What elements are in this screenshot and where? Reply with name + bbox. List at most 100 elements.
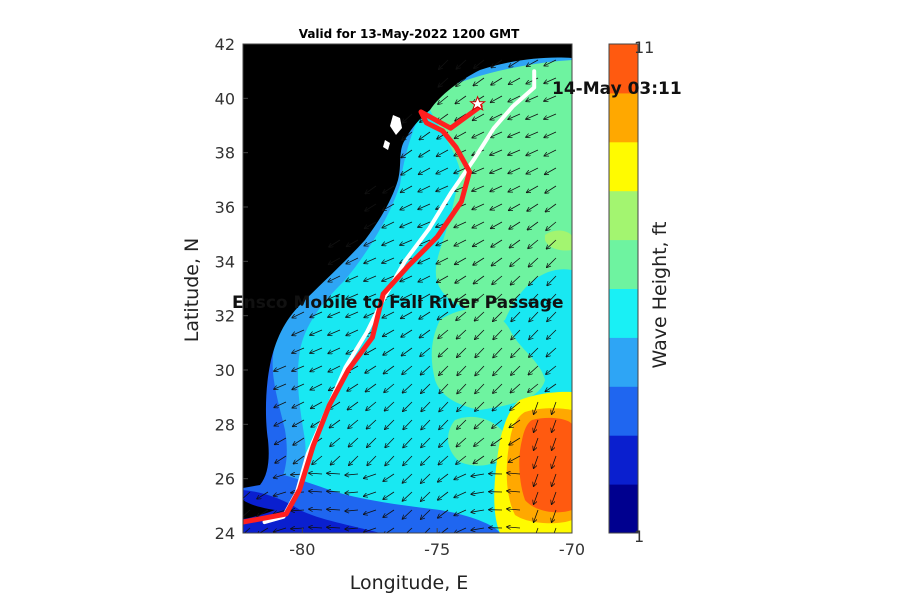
wave-arrow [544,113,557,119]
wave-arrow [507,473,521,474]
wave-arrow [403,419,413,429]
wave-arrow [310,383,323,390]
wave-arrow [419,293,431,300]
wave-arrow [490,203,503,210]
wave-direction-arrows [243,59,557,533]
wave-arrow [400,221,413,227]
wave-arrow [509,437,521,445]
wave-arrow [526,149,539,155]
wave-arrow [457,419,467,429]
wave-arrow [438,77,449,87]
wave-arrow [311,401,323,408]
wave-arrow [508,167,521,173]
wave-arrow [457,365,467,375]
wave-arrow [418,257,431,263]
wave-arrow [436,239,449,245]
wave-arrow [456,311,467,320]
wave-arrow [471,474,485,476]
wave-arrow [400,239,413,245]
wave-arrow [511,311,521,321]
wave-arrow [454,167,467,173]
wave-arrow [472,131,485,138]
wave-arrow [349,455,359,465]
wave-arrow [294,455,305,464]
wave-arrow [511,329,521,340]
wave-arrow [534,491,539,504]
wave-arrow [491,437,503,446]
wave-arrow [382,239,395,245]
wave-arrow [509,221,521,229]
wave-arrow [349,437,359,447]
wave-arrow [401,185,413,192]
wave-arrow [544,95,557,101]
wave-arrow [490,131,503,137]
wave-arrow [364,311,377,317]
wave-arrow [544,149,557,156]
wave-arrow [552,401,557,414]
wave-arrow [546,203,557,212]
land-mass [243,44,572,488]
wave-arrow [383,491,395,499]
wave-arrow [526,95,539,101]
wave-arrow [419,311,431,319]
wave-arrow [328,329,341,335]
wave-arrow [292,347,305,353]
y-tick-label: 32 [215,307,235,326]
colorbar-band [609,190,638,241]
plot-content [243,44,572,533]
colorbar-band [609,239,638,289]
wave-arrow [439,365,449,375]
wave-arrow [419,131,431,140]
wave-arrow [345,528,359,529]
wave-arrow [274,527,287,532]
wave-arrow [257,491,269,499]
wave-arrow [493,329,503,339]
wave-arrow [454,491,467,497]
wave-arrow [329,257,341,264]
wave-arrow [529,347,539,357]
wave-arrow [528,365,539,375]
wave-arrow [436,257,449,264]
wave-arrow [328,275,341,282]
wave-arrow [473,239,485,246]
wave-arrow [552,491,557,504]
wave-arrow [346,293,359,299]
wave-arrow [509,455,521,462]
colorbar-band [609,484,638,534]
wave-arrow [365,221,377,228]
wave-arrow [364,239,377,246]
wave-arrow [382,221,395,228]
wave-arrow [438,473,449,482]
wave-arrow [457,347,467,357]
wave-arrow [382,311,395,318]
wave-arrow [491,455,503,463]
wave-arrow [243,491,251,501]
wave-arrow [490,167,503,173]
wave-arrow [472,167,485,173]
wave-arrow [552,473,557,486]
wave-arrow [456,455,467,464]
wave-arrow [331,455,341,465]
wave-arrow [472,221,485,228]
wave-arrow [508,185,521,192]
wave-arrow [291,510,305,511]
wave-arrow [508,131,521,137]
x-axis-ticks: -80 -75 -70 [289,528,585,559]
wave-arrow [552,455,557,468]
wave-arrow [421,473,431,483]
wave-arrow [418,275,431,282]
wave-arrow [367,455,377,465]
wave-arrow [257,509,269,517]
wave-arrow [310,329,323,335]
wave-arrow [364,275,377,281]
wave-arrow [383,329,395,336]
y-axis-ticks: 24 26 28 30 32 34 36 38 40 42 [215,35,248,543]
x-tick-label: -75 [424,540,450,559]
x-axis-title: Longitude, E [350,572,469,594]
wave-arrow [421,419,431,430]
wave-arrow [328,311,341,317]
wave-arrow [510,239,521,248]
wave-arrow [348,419,359,428]
wave-arrow [509,419,521,428]
wave-arrow [345,492,359,493]
